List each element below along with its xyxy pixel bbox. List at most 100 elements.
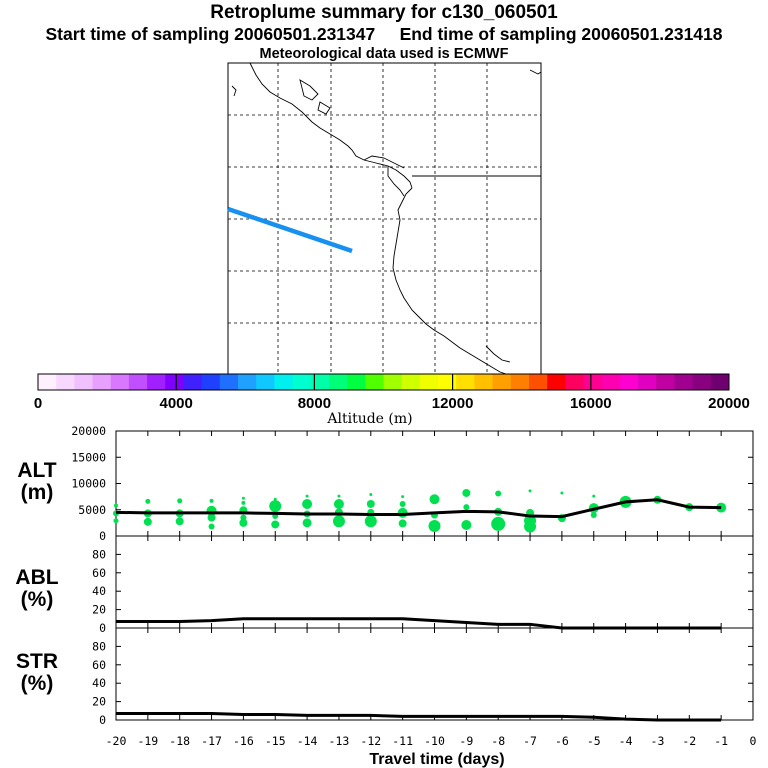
altitude-point <box>145 498 151 504</box>
mean-altitude-line <box>115 498 722 519</box>
colorbar-swatch <box>165 374 184 390</box>
plume-trajectory <box>227 206 353 254</box>
y-tick-label: 80 <box>92 547 106 561</box>
end-time-label: End time of sampling 20060501.231418 <box>399 24 723 44</box>
altitude-point <box>333 498 344 509</box>
altitude-point <box>113 518 119 524</box>
altitude-point <box>524 514 537 527</box>
x-tick-label: -9 <box>459 734 473 748</box>
x-tick-label: -18 <box>169 734 190 748</box>
panel-frame <box>115 535 754 629</box>
altitude-point <box>429 494 440 505</box>
altitude-point <box>495 490 502 497</box>
panel-label: ABL <box>15 566 58 589</box>
altitude-point <box>461 519 472 530</box>
altitude-point <box>332 515 345 528</box>
colorbar-tick-label: 16000 <box>570 395 612 412</box>
x-axis-label: Travel time (days) <box>369 751 504 768</box>
colorbar-swatch <box>547 374 566 390</box>
colorbar-tick-label: 20000 <box>708 395 750 412</box>
altitude-point <box>273 497 277 501</box>
colorbar-swatch <box>601 374 621 390</box>
x-tick-label: -13 <box>329 734 350 748</box>
y-tick-label: 40 <box>92 584 106 598</box>
altitude-point <box>369 493 373 497</box>
x-tick-label: -7 <box>523 734 537 748</box>
sampling-times: Start time of sampling 20060501.231347 E… <box>0 24 768 45</box>
y-tick-label: 60 <box>92 566 106 580</box>
y-tick-label: 20 <box>92 695 106 709</box>
altitude-point <box>271 520 280 529</box>
x-tick-label: -16 <box>233 734 254 748</box>
panel-unit: (%) <box>21 672 54 695</box>
altitude-point <box>305 494 309 498</box>
colorbar-swatch <box>456 374 475 390</box>
colorbar-swatch <box>219 374 239 390</box>
x-tick-label: -20 <box>106 734 127 748</box>
colorbar-swatch <box>347 374 366 390</box>
colorbar-frame <box>37 373 730 391</box>
colorbar-swatch <box>419 374 439 390</box>
y-tick-label: 15000 <box>71 450 106 464</box>
altitude-point <box>399 500 406 507</box>
x-tick-label: -14 <box>297 734 318 748</box>
panel-frame <box>115 627 754 721</box>
colorbar-swatch <box>528 374 548 390</box>
altitude-point <box>143 517 152 526</box>
altitude-point <box>366 499 375 508</box>
x-tick-label: -1 <box>714 734 728 748</box>
altitude-point <box>302 498 313 509</box>
altitude-point <box>560 491 564 495</box>
colorbar-swatch <box>147 374 166 390</box>
colorbar-swatch <box>128 374 148 390</box>
x-tick-label: -11 <box>392 734 413 748</box>
colorbar-axis-label: Altitude (m) <box>326 411 412 427</box>
coastline <box>231 62 542 375</box>
colorbar-swatch <box>619 374 639 390</box>
panel-unit: (%) <box>21 588 54 611</box>
altitude-point <box>209 498 214 503</box>
x-tick-label: -10 <box>424 734 445 748</box>
altitude-point <box>401 495 405 499</box>
y-tick-label: 5000 <box>78 503 106 517</box>
x-tick-label: -5 <box>587 734 601 748</box>
y-tick-label: 20 <box>92 603 106 617</box>
altitude-point <box>177 498 183 504</box>
altitude-point <box>590 512 597 518</box>
x-tick-label: -15 <box>265 734 286 748</box>
colorbar-swatch <box>201 374 221 390</box>
x-tick-label: 0 <box>750 734 757 748</box>
colorbar-swatch <box>310 374 330 390</box>
colorbar-swatch <box>183 374 203 390</box>
panel-label: ALT <box>17 459 56 482</box>
colorbar-swatch <box>328 374 348 390</box>
panel-label: STR <box>16 650 58 673</box>
altitude-point <box>239 518 248 527</box>
colorbar-swatch <box>674 374 694 390</box>
altitude-point <box>462 488 471 497</box>
altitude-point <box>241 496 245 500</box>
y-tick-label: 40 <box>92 676 106 690</box>
colorbar-swatch <box>92 374 112 390</box>
altitude-point <box>207 513 216 522</box>
colorbar-tick-label: 8000 <box>298 395 331 412</box>
colorbar-tick-label: 12000 <box>432 395 474 412</box>
altitude-point <box>337 494 341 498</box>
y-tick-label: 10000 <box>71 477 106 491</box>
colorbar-swatch <box>56 374 75 390</box>
x-tick-label: -8 <box>491 734 505 748</box>
colorbar-swatch <box>365 374 384 390</box>
altitude-point <box>240 514 247 521</box>
x-tick-label: -3 <box>651 734 665 748</box>
y-tick-label: 20000 <box>71 424 106 438</box>
x-axis: -20 -19 -18 -17 -16 -15 -14 -13 -12 -11 -10 -9 -8 -7-… <box>106 734 757 748</box>
colorbar-swatch <box>510 374 530 390</box>
chart-title: Retroplume summary for c130_060501 <box>210 2 558 23</box>
x-tick-label: -19 <box>137 734 158 748</box>
altitude-point <box>302 518 312 528</box>
y-tick-label: 0 <box>99 713 106 727</box>
colorbar-swatch <box>256 374 275 390</box>
series-line <box>116 617 722 630</box>
colorbar-swatch <box>565 374 584 390</box>
